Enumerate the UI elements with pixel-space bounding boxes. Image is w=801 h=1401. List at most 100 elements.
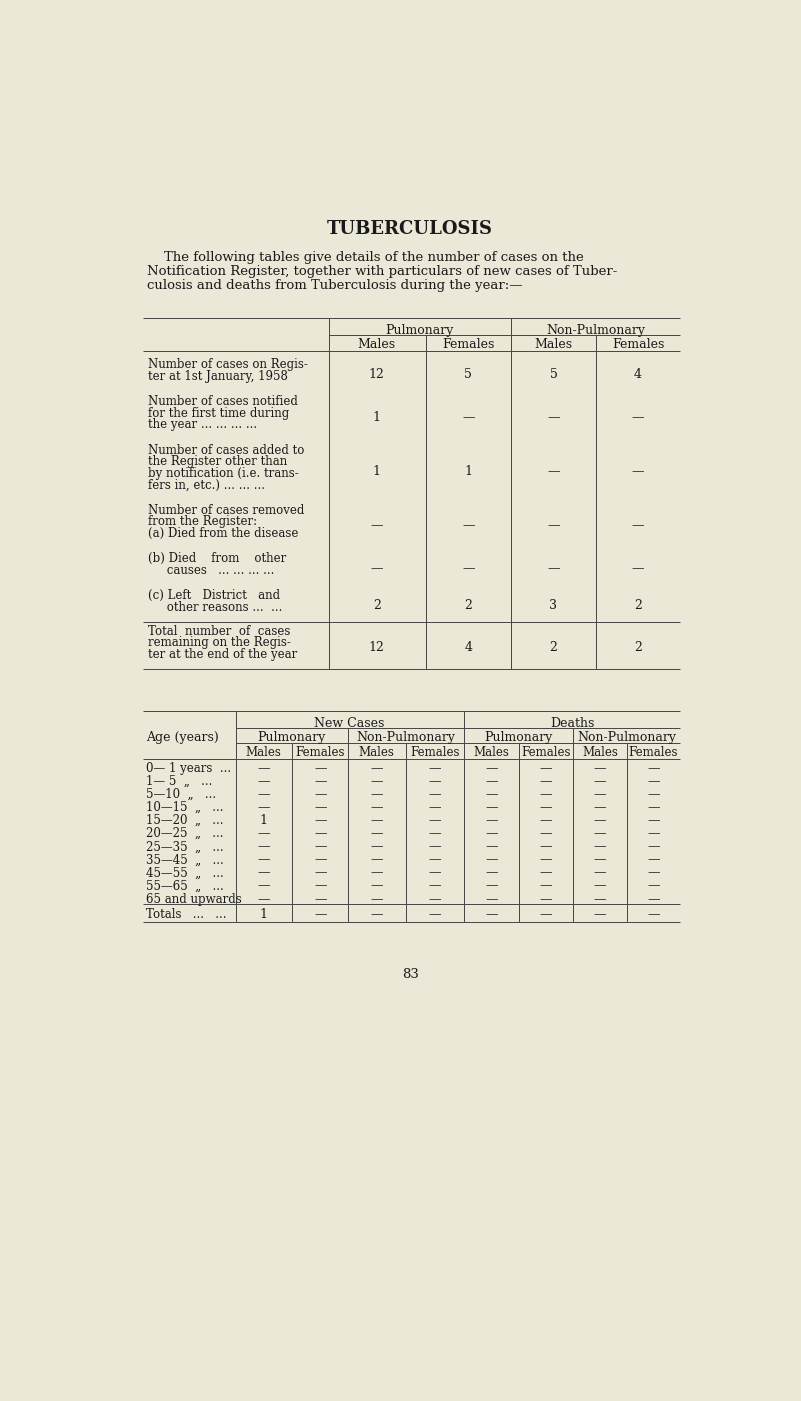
Text: —: —: [371, 827, 383, 841]
Text: 12: 12: [369, 640, 384, 653]
Text: Males: Males: [534, 338, 573, 350]
Text: —: —: [594, 841, 606, 853]
Text: —: —: [594, 762, 606, 775]
Text: 2: 2: [634, 600, 642, 612]
Text: 65 and upwards: 65 and upwards: [146, 892, 242, 905]
Text: —: —: [547, 562, 560, 576]
Text: —: —: [314, 801, 327, 814]
Text: Total  number  of  cases: Total number of cases: [148, 625, 291, 637]
Text: —: —: [540, 814, 552, 827]
Text: —: —: [540, 892, 552, 905]
Text: Females: Females: [410, 747, 460, 759]
Text: 4: 4: [634, 368, 642, 381]
Text: 1: 1: [465, 465, 473, 478]
Text: —: —: [429, 880, 441, 892]
Text: —: —: [429, 908, 441, 920]
Text: —: —: [485, 866, 497, 880]
Text: —: —: [594, 866, 606, 880]
Text: —: —: [632, 410, 644, 425]
Text: other reasons ...  ...: other reasons ... ...: [148, 601, 283, 614]
Text: —: —: [314, 892, 327, 905]
Text: —: —: [647, 908, 660, 920]
Text: —: —: [257, 775, 270, 787]
Text: —: —: [594, 880, 606, 892]
Text: —: —: [647, 880, 660, 892]
Text: from the Register:: from the Register:: [148, 516, 257, 528]
Text: —: —: [462, 410, 474, 425]
Text: by notification (i.e. trans-: by notification (i.e. trans-: [148, 467, 299, 481]
Text: Males: Males: [582, 747, 618, 759]
Text: 1: 1: [372, 465, 380, 478]
Text: Pulmonary: Pulmonary: [485, 731, 553, 744]
Text: —: —: [485, 814, 497, 827]
Text: Non-Pulmonary: Non-Pulmonary: [356, 731, 456, 744]
Text: Females: Females: [629, 747, 678, 759]
Text: Males: Males: [473, 747, 509, 759]
Text: —: —: [485, 801, 497, 814]
Text: Males: Males: [358, 338, 396, 350]
Text: Pulmonary: Pulmonary: [385, 325, 453, 338]
Text: 1: 1: [260, 908, 268, 920]
Text: 2: 2: [634, 640, 642, 653]
Text: —: —: [485, 908, 497, 920]
Text: —: —: [485, 841, 497, 853]
Text: —: —: [257, 801, 270, 814]
Text: causes   ... ... ... ...: causes ... ... ... ...: [148, 563, 275, 577]
Text: —: —: [314, 787, 327, 801]
Text: —: —: [371, 762, 383, 775]
Text: —: —: [540, 827, 552, 841]
Text: —: —: [540, 775, 552, 787]
Text: —: —: [429, 801, 441, 814]
Text: —: —: [647, 775, 660, 787]
Text: Deaths: Deaths: [550, 717, 594, 730]
Text: —: —: [485, 775, 497, 787]
Text: 25—35  „   ...: 25—35 „ ...: [146, 841, 223, 853]
Text: —: —: [371, 787, 383, 801]
Text: Females: Females: [521, 747, 570, 759]
Text: Females: Females: [442, 338, 494, 350]
Text: 3: 3: [549, 600, 557, 612]
Text: 5: 5: [465, 368, 472, 381]
Text: Number of cases on Regis-: Number of cases on Regis-: [148, 359, 308, 371]
Text: 20—25  „   ...: 20—25 „ ...: [146, 827, 223, 841]
Text: —: —: [594, 801, 606, 814]
Text: —: —: [429, 866, 441, 880]
Text: —: —: [429, 775, 441, 787]
Text: —: —: [429, 827, 441, 841]
Text: —: —: [429, 787, 441, 801]
Text: —: —: [314, 841, 327, 853]
Text: Non-Pulmonary: Non-Pulmonary: [577, 731, 676, 744]
Text: Males: Males: [246, 747, 282, 759]
Text: —: —: [314, 775, 327, 787]
Text: —: —: [314, 866, 327, 880]
Text: —: —: [371, 520, 383, 532]
Text: —: —: [594, 853, 606, 866]
Text: —: —: [647, 801, 660, 814]
Text: —: —: [429, 853, 441, 866]
Text: —: —: [485, 827, 497, 841]
Text: —: —: [371, 892, 383, 905]
Text: —: —: [547, 520, 560, 532]
Text: —: —: [314, 814, 327, 827]
Text: —: —: [371, 880, 383, 892]
Text: —: —: [257, 853, 270, 866]
Text: Number of cases notified: Number of cases notified: [148, 395, 298, 408]
Text: —: —: [257, 866, 270, 880]
Text: —: —: [314, 880, 327, 892]
Text: Females: Females: [612, 338, 664, 350]
Text: —: —: [540, 853, 552, 866]
Text: —: —: [632, 562, 644, 576]
Text: Notification Register, together with particulars of new cases of Tuber-: Notification Register, together with par…: [147, 265, 617, 279]
Text: (c) Left   District   and: (c) Left District and: [148, 590, 280, 602]
Text: —: —: [371, 841, 383, 853]
Text: —: —: [540, 787, 552, 801]
Text: —: —: [540, 866, 552, 880]
Text: (b) Died    from    other: (b) Died from other: [148, 552, 287, 566]
Text: —: —: [594, 827, 606, 841]
Text: —: —: [462, 520, 474, 532]
Text: Totals   ...   ...: Totals ... ...: [146, 908, 227, 920]
Text: —: —: [371, 908, 383, 920]
Text: —: —: [371, 853, 383, 866]
Text: —: —: [647, 762, 660, 775]
Text: —: —: [429, 814, 441, 827]
